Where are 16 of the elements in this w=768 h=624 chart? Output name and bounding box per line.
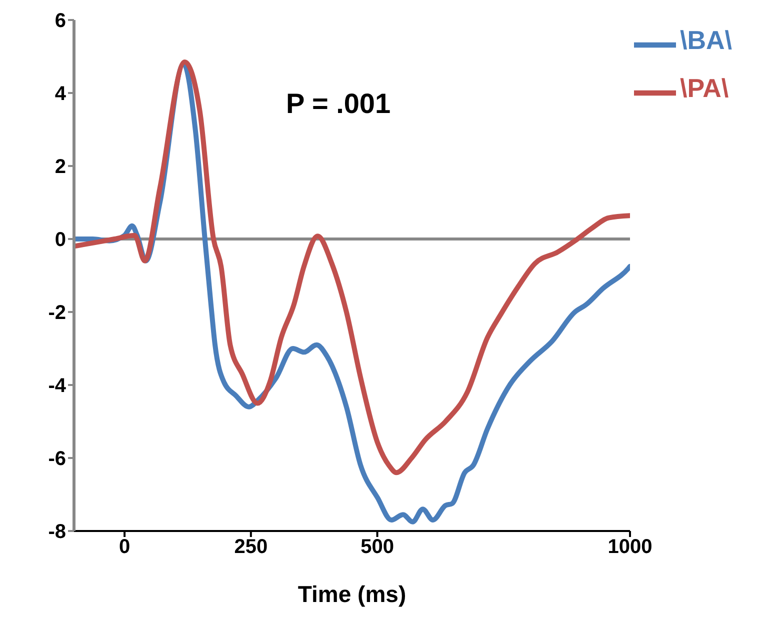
y-tick-label: -4 — [48, 375, 67, 398]
y-tick-label: 6 — [54, 10, 66, 32]
x-axis-title: Time (ms) — [298, 581, 406, 607]
y-tick-label: -6 — [48, 448, 66, 470]
x-tick-label: 500 — [360, 536, 394, 558]
y-tick-label: -8 — [48, 521, 66, 544]
y-tick-label: 2 — [54, 156, 66, 178]
legend-label: \PA\ — [680, 72, 729, 103]
y-tick-label: -2 — [48, 302, 66, 324]
annotation: P = .001 — [286, 88, 391, 120]
x-tick-label: 250 — [234, 536, 268, 558]
x-tick-label: 0 — [118, 536, 130, 558]
x-tick-label: 1000 — [608, 536, 652, 558]
y-tick-label: 0 — [54, 229, 66, 252]
y-tick-label: 4 — [54, 83, 67, 106]
legend-label: \BA\ — [680, 25, 732, 55]
